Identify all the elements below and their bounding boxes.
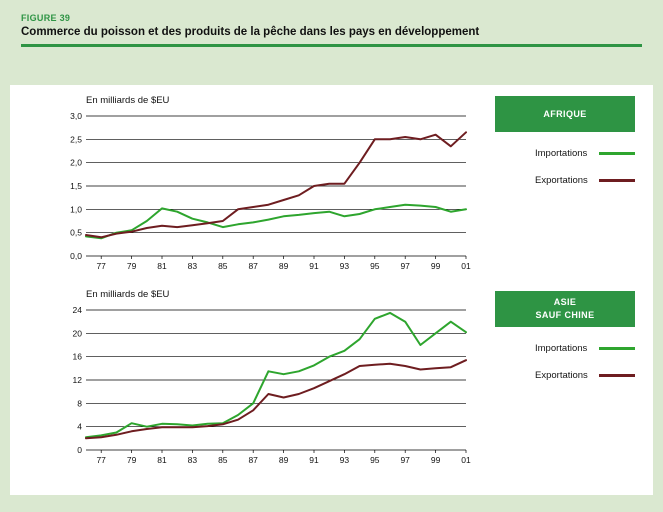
x-tick-label: 89 bbox=[279, 261, 289, 271]
legend-line-sample-importations bbox=[599, 347, 635, 350]
series-line-exportations bbox=[85, 131, 467, 239]
legend-item-importations: Importations bbox=[495, 343, 635, 354]
legend-label-exportations: Exportations bbox=[535, 175, 588, 186]
x-tick-label: 01 bbox=[461, 261, 471, 271]
legend-label-importations: Importations bbox=[535, 343, 588, 354]
figure-label: FIGURE 39 bbox=[21, 13, 71, 23]
x-tick-label: 77 bbox=[96, 455, 106, 465]
y-tick-label: 8 bbox=[77, 398, 82, 408]
x-tick-label: 97 bbox=[400, 455, 410, 465]
x-tick-label: 89 bbox=[279, 455, 289, 465]
x-tick-label: 93 bbox=[340, 455, 350, 465]
y-tick-label: 4 bbox=[77, 422, 82, 432]
y-tick-label: 16 bbox=[73, 352, 83, 362]
legend-line-sample-exportations bbox=[599, 179, 635, 182]
series-line-importations bbox=[85, 203, 467, 240]
y-tick-label: 0,0 bbox=[70, 251, 82, 261]
legend-line-sample-exportations bbox=[599, 374, 635, 377]
x-tick-label: 87 bbox=[248, 455, 258, 465]
x-tick-label: 99 bbox=[431, 261, 441, 271]
x-tick-label: 91 bbox=[309, 455, 319, 465]
x-tick-label: 81 bbox=[157, 455, 167, 465]
region-title-line: SAUF CHINE bbox=[535, 310, 595, 320]
y-tick-label: 2,0 bbox=[70, 158, 82, 168]
chart-afrique: En milliards de $EU 0,0 0,5 1,0 1,5 2,0 2,5 3,… bbox=[52, 95, 472, 278]
y-axis-unit-label: En milliards de $EU bbox=[86, 289, 170, 300]
chart-panel: En milliards de $EU 0,0 0,5 1,0 1,5 2,0 2,5 3,… bbox=[10, 85, 653, 495]
y-tick-label: 0 bbox=[77, 445, 82, 455]
legend-afrique: AFRIQUE Importations Exportations bbox=[495, 96, 635, 186]
x-tick-label: 85 bbox=[218, 261, 228, 271]
line-chart-asie-sauf-chine: 0 4 8 12 16 20 24 77 79 81 83 85 87 89 91 93 95 97 99 01 bbox=[73, 305, 471, 465]
legend-item-exportations: Exportations bbox=[495, 175, 635, 186]
x-tick-label: 81 bbox=[157, 261, 167, 271]
x-tick-label: 83 bbox=[188, 261, 198, 271]
x-tick-label: 01 bbox=[461, 455, 471, 465]
legend-label-importations: Importations bbox=[535, 148, 588, 159]
x-tick-label: 83 bbox=[188, 455, 198, 465]
legend-item-exportations: Exportations bbox=[495, 370, 635, 381]
y-tick-label: 3,0 bbox=[70, 111, 82, 121]
y-tick-label: 2,5 bbox=[70, 134, 82, 144]
region-title-line: ASIE bbox=[553, 297, 577, 308]
figure-title: Commerce du poisson et des produits de l… bbox=[21, 26, 480, 38]
y-tick-label: 0,5 bbox=[70, 228, 82, 238]
x-tick-label: 87 bbox=[248, 261, 258, 271]
y-tick-label: 12 bbox=[73, 375, 83, 385]
y-tick-label: 24 bbox=[73, 305, 83, 315]
x-tick-label: 79 bbox=[127, 261, 137, 271]
chart-asie-sauf-chine: En milliards de $EU 0 4 8 12 16 20 24 77 79 81 83 8… bbox=[52, 289, 472, 472]
x-tick-label: 95 bbox=[370, 261, 380, 271]
x-tick-label: 97 bbox=[400, 261, 410, 271]
x-tick-label: 79 bbox=[127, 455, 137, 465]
x-tick-label: 93 bbox=[340, 261, 350, 271]
series-line-exportations bbox=[85, 359, 467, 440]
legend-line-sample-importations bbox=[599, 152, 635, 155]
y-tick-label: 1,0 bbox=[70, 204, 82, 214]
legend-asie-sauf-chine: ASIE SAUF CHINE Importations Exportation… bbox=[495, 291, 635, 381]
x-tick-label: 85 bbox=[218, 455, 228, 465]
region-title-box-asie: ASIE SAUF CHINE bbox=[495, 291, 635, 327]
header-divider bbox=[21, 44, 642, 47]
y-axis-unit-label: En milliards de $EU bbox=[86, 95, 170, 106]
legend-label-exportations: Exportations bbox=[535, 370, 588, 381]
figure-header: FIGURE 39 Commerce du poisson et des pro… bbox=[0, 0, 663, 38]
x-tick-label: 99 bbox=[431, 455, 441, 465]
x-tick-label: 91 bbox=[309, 261, 319, 271]
line-chart-afrique: 0,0 0,5 1,0 1,5 2,0 2,5 3,0 77 79 81 83 85 87 89 91 93 9… bbox=[70, 111, 471, 271]
y-tick-label: 1,5 bbox=[70, 181, 82, 191]
x-tick-label: 77 bbox=[96, 261, 106, 271]
region-title-box-afrique: AFRIQUE bbox=[495, 96, 635, 132]
y-tick-label: 20 bbox=[73, 328, 83, 338]
series-line-importations bbox=[85, 311, 467, 439]
x-tick-label: 95 bbox=[370, 455, 380, 465]
region-title-line: AFRIQUE bbox=[543, 108, 587, 119]
legend-item-importations: Importations bbox=[495, 148, 635, 159]
